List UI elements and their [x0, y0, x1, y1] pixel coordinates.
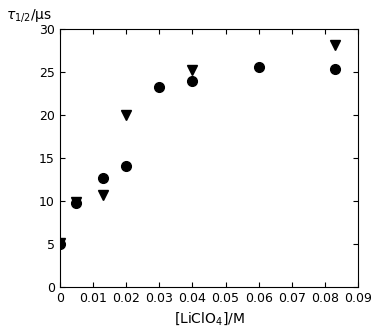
X-axis label: [LiClO$_4$]/M: [LiClO$_4$]/M	[174, 310, 244, 327]
Text: $\tau_{1/2}$/μs: $\tau_{1/2}$/μs	[6, 7, 52, 24]
